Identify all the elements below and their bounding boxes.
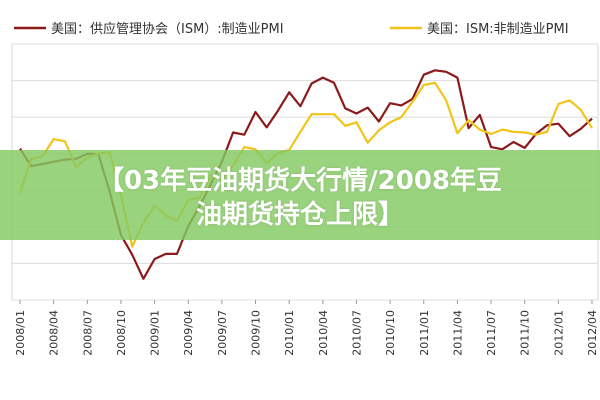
legend-label-manufacturing: 美国：供应管理协会（ISM）:制造业PMI <box>51 21 284 37</box>
title-banner <box>0 150 600 240</box>
x-tick-label: 2010/10 <box>384 310 397 356</box>
x-tick-label: 2009/04 <box>182 310 195 356</box>
page-title-line-2: 油期货持仓上限】 <box>195 200 404 230</box>
page-title: 【03年豆油期货大行情/2008年豆 油期货持仓上限】 <box>0 164 600 232</box>
x-axis-ticks: 2008/01 2008/04 2008/07 2008/10 2009/01 2009/… <box>14 300 599 356</box>
legend: 美国：供应管理协会（ISM）:制造业PMI 美国：ISM:非制造业PMI <box>14 21 569 37</box>
x-tick-label: 2009/10 <box>250 310 263 356</box>
x-tick-label: 2012/01 <box>552 310 565 356</box>
x-tick-label: 2011/01 <box>418 310 431 356</box>
x-tick-label: 2011/04 <box>451 310 464 356</box>
x-tick-label: 2009/01 <box>149 310 162 356</box>
x-tick-label: 2011/10 <box>519 310 532 356</box>
x-tick-label: 2012/04 <box>586 310 599 356</box>
x-tick-label: 2008/04 <box>48 310 61 356</box>
page-title-line-1: 【03年豆油期货大行情/2008年豆 <box>97 166 503 196</box>
x-tick-label: 2010/07 <box>350 310 363 356</box>
x-tick-label: 2008/10 <box>115 310 128 356</box>
x-tick-label: 2011/07 <box>485 310 498 356</box>
x-tick-label: 2008/07 <box>81 310 94 356</box>
x-tick-label: 2009/07 <box>216 310 229 356</box>
x-tick-label: 2008/01 <box>14 310 27 356</box>
legend-label-non-manufacturing: 美国：ISM:非制造业PMI <box>427 22 569 37</box>
x-tick-label: 2010/04 <box>317 310 330 356</box>
x-tick-label: 2010/01 <box>283 310 296 356</box>
